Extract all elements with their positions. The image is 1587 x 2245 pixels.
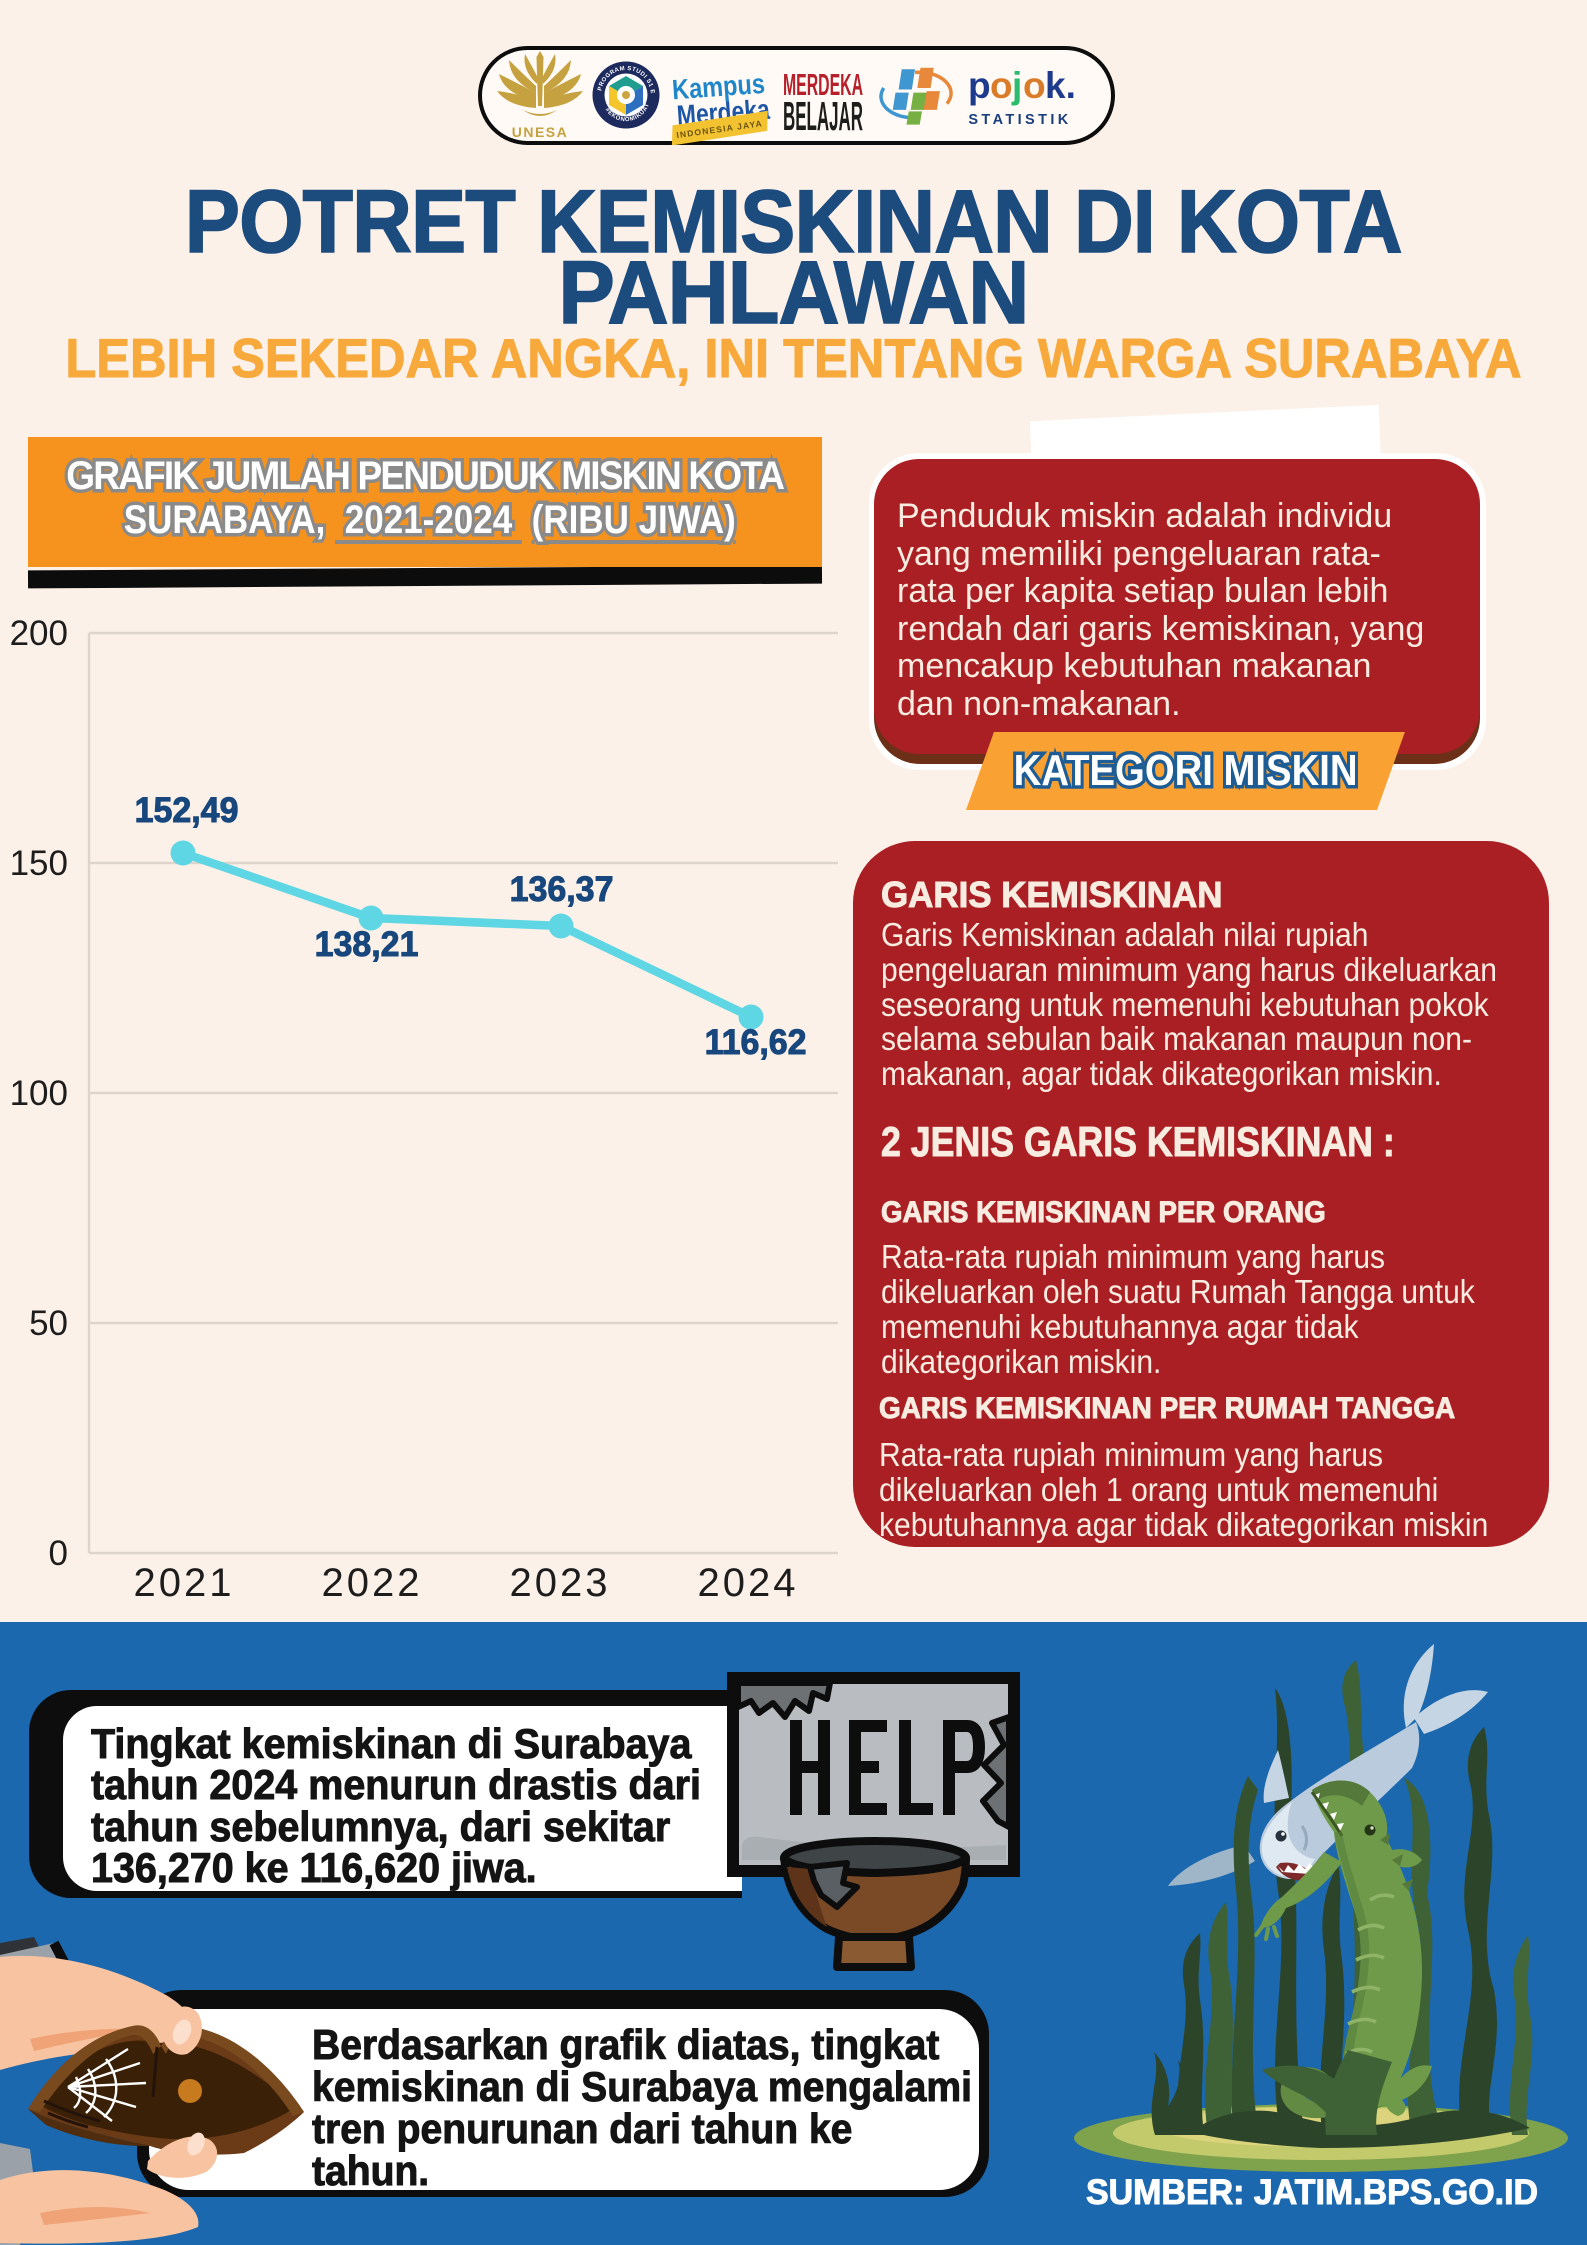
svg-text:j: j (1011, 65, 1022, 106)
svg-text:STATISTIK: STATISTIK (968, 112, 1071, 128)
svg-text:k.: k. (1045, 65, 1076, 106)
svg-text:Kampus: Kampus (671, 68, 766, 105)
svg-text:MERDEKA: MERDEKA (783, 67, 863, 102)
svg-text:p: p (968, 65, 991, 106)
svg-text:o: o (1023, 65, 1046, 106)
svg-text:o: o (990, 65, 1013, 106)
svg-text:BELAJAR: BELAJAR (783, 93, 863, 139)
svg-text:UNESA: UNESA (512, 124, 569, 140)
